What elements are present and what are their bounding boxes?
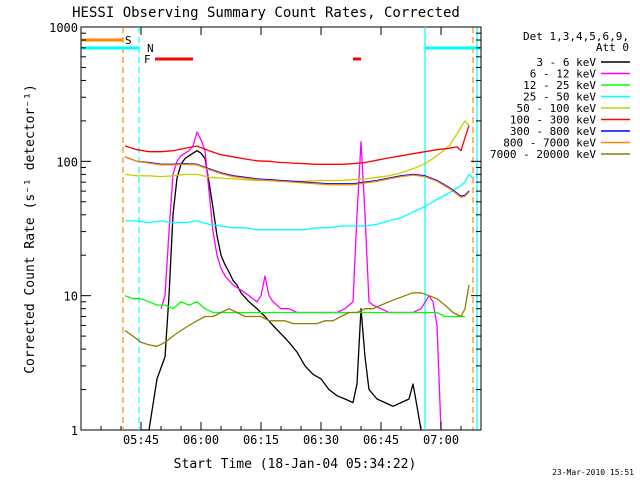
- y-tick-label: 100: [56, 155, 78, 169]
- legend-label: 300 - 800 keV: [510, 125, 596, 138]
- legend-header-line-1: Det 1,3,4,5,6,9,: [523, 30, 629, 43]
- series-line-25-50-kev: [125, 173, 474, 231]
- x-tick-label: 06:45: [363, 433, 399, 447]
- series-line-100-300-kev: [124, 125, 470, 165]
- x-axis: 05:45 06:00 06:15 06:30 06:45 07:00: [100, 27, 482, 447]
- legend-label: 3 - 6 keV: [536, 56, 596, 69]
- y-tick-label: 10: [64, 290, 78, 304]
- x-tick-label: 06:30: [303, 433, 339, 447]
- x-tick-label: 06:15: [243, 433, 279, 447]
- legend-label: 12 - 25 keV: [523, 79, 596, 92]
- legend-label: 25 - 50 keV: [523, 91, 596, 104]
- series-line-800-7000-kev: [124, 156, 470, 198]
- x-tick-label: 07:00: [423, 433, 459, 447]
- series-line-50-100-kev: [124, 120, 470, 182]
- legend-label: 100 - 300 keV: [510, 114, 596, 127]
- series-line-7000-20000-kev: [124, 284, 470, 347]
- x-tick-label: 06:00: [183, 433, 219, 447]
- legend-label: 800 - 7000 keV: [503, 137, 596, 150]
- footer-timestamp: 23-Mar-2010 15:51: [552, 468, 634, 477]
- legend-label: 6 - 12 keV: [530, 68, 597, 81]
- flag-label-s: S: [125, 34, 132, 47]
- flag-label-f: F: [144, 53, 151, 66]
- flag-bars: S NF: [82, 34, 480, 66]
- chart-title: HESSI Observing Summary Count Rates, Cor…: [72, 5, 460, 21]
- legend-label: 50 - 100 keV: [517, 102, 597, 115]
- legend-header-line-2: Att 0: [596, 41, 629, 54]
- y-axis: 1 10 100 1000: [49, 21, 481, 438]
- y-axis-label: Corrected Count Rate (s⁻¹ detector⁻¹): [23, 84, 38, 374]
- vertical-markers: [122, 27, 478, 430]
- y-tick-label: 1: [71, 424, 78, 438]
- series-lines: [124, 120, 474, 431]
- flag-label-n: N: [147, 42, 154, 55]
- x-axis-label: Start Time (18-Jan-04 05:34:22): [174, 457, 417, 472]
- y-tick-label: 1000: [49, 21, 78, 35]
- series-line-6-12-kev: [160, 131, 442, 431]
- legend-label: 7000 - 20000 keV: [490, 148, 596, 161]
- series-line-12-25-kev: [124, 295, 465, 318]
- x-tick-label: 05:45: [123, 433, 159, 447]
- series-line-3-6-kev: [141, 150, 422, 431]
